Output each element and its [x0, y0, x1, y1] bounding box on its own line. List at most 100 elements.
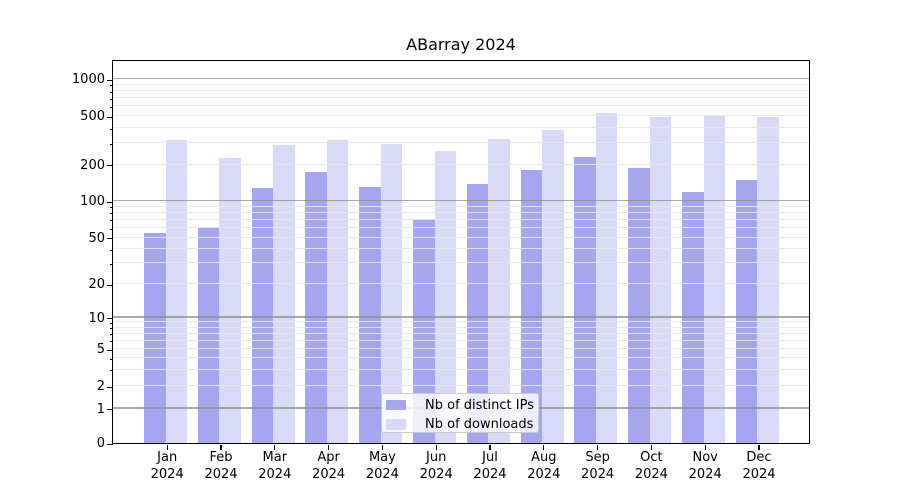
- bar-downloads-jan: [165, 139, 187, 443]
- y-minor-tick-mark: [109, 106, 114, 108]
- bar-distinct-ips-feb: [197, 226, 220, 443]
- y-minor-tick-mark: [109, 370, 114, 372]
- bar-distinct-ips-mar: [251, 187, 274, 443]
- y-gridline-minor: [112, 97, 809, 99]
- y-minor-tick-mark: [109, 249, 114, 251]
- x-tick-mark: [543, 445, 545, 450]
- y-minor-tick-mark: [109, 334, 114, 336]
- y-tick-mark: [107, 409, 114, 411]
- y-gridline-minor: [112, 332, 809, 334]
- x-tick-label: Oct 2024: [634, 450, 668, 482]
- bar-distinct-ips-jan: [144, 232, 166, 443]
- y-gridline-minor: [112, 142, 809, 144]
- y-gridline-minor: [112, 247, 809, 249]
- y-tick-mark: [107, 284, 114, 286]
- y-gridline-minor: [112, 89, 809, 91]
- plot-area: [111, 59, 810, 444]
- y-tick-label: 50: [88, 230, 105, 246]
- y-minor-tick-mark: [109, 322, 114, 324]
- y-minor-tick-mark: [109, 91, 114, 93]
- y-gridline-minor: [112, 205, 809, 207]
- y-tick-mark: [107, 349, 114, 351]
- bar-distinct-ips-apr: [305, 171, 327, 443]
- y-gridline-minor: [112, 236, 809, 238]
- x-tick-label: Jul 2024: [473, 450, 507, 482]
- y-tick-mark: [107, 116, 114, 118]
- bar-distinct-ips-may: [359, 187, 381, 443]
- bar-downloads-apr: [326, 140, 349, 443]
- legend-swatch-distinct-ips: [385, 399, 406, 411]
- x-tick-label: Apr 2024: [312, 450, 346, 482]
- x-tick-label: May 2024: [365, 450, 399, 482]
- y-gridline-minor: [112, 321, 809, 323]
- y-gridline-minor: [112, 126, 809, 128]
- y-minor-tick-mark: [109, 358, 114, 360]
- bar-distinct-ips-oct: [628, 168, 650, 443]
- bar-downloads-feb: [219, 158, 241, 443]
- x-tick-label: Nov 2024: [688, 450, 722, 482]
- y-gridline-minor: [112, 326, 809, 328]
- x-tick-mark: [435, 445, 437, 450]
- y-tick-mark: [107, 79, 114, 81]
- y-tick-label: 500: [80, 109, 105, 125]
- y-minor-tick-mark: [109, 98, 114, 100]
- x-tick-mark: [327, 445, 330, 450]
- y-tick-label: 1000: [71, 72, 105, 88]
- y-gridline-minor: [112, 368, 809, 370]
- x-tick-label: Aug 2024: [527, 450, 561, 482]
- x-tick-mark: [650, 445, 653, 450]
- bar-downloads-sep: [595, 112, 618, 443]
- y-gridline-major: [112, 199, 809, 202]
- bar-distinct-ips-aug: [520, 170, 543, 443]
- y-minor-tick-mark: [109, 220, 114, 222]
- y-gridline-minor: [112, 385, 809, 386]
- y-tick-mark: [107, 238, 114, 240]
- bar-distinct-ips-sep: [574, 156, 596, 443]
- y-tick-label: 5: [96, 342, 105, 358]
- x-tick-label: Jun 2024: [419, 450, 453, 482]
- bar-distinct-ips-jun: [413, 218, 435, 443]
- y-minor-tick-mark: [109, 213, 114, 215]
- y-gridline-minor: [112, 115, 809, 116]
- legend: Nb of distinct IPs Nb of downloads: [380, 392, 539, 433]
- y-gridline-minor: [112, 348, 809, 349]
- x-tick-label: Dec 2024: [742, 450, 776, 482]
- y-gridline-minor: [112, 211, 809, 213]
- x-tick-label: Sep 2024: [581, 450, 615, 482]
- y-minor-tick-mark: [109, 328, 114, 330]
- y-minor-tick-mark: [109, 341, 114, 343]
- y-gridline-minor: [112, 163, 809, 165]
- bar-downloads-aug: [542, 130, 564, 443]
- x-tick-label: Mar 2024: [258, 450, 292, 482]
- y-tick-label: 200: [80, 157, 105, 173]
- y-gridline-major: [112, 77, 809, 80]
- x-tick-mark: [166, 445, 168, 450]
- y-tick-label: 0: [96, 436, 105, 452]
- y-tick-mark: [107, 443, 114, 445]
- bar-downloads-nov: [703, 114, 725, 443]
- y-minor-tick-mark: [109, 207, 114, 209]
- y-minor-tick-mark: [109, 128, 114, 130]
- legend-entry-downloads: Nb of downloads: [385, 416, 533, 433]
- x-tick-mark: [381, 445, 384, 450]
- legend-swatch-downloads: [385, 419, 406, 430]
- x-tick-mark: [758, 445, 760, 450]
- y-gridline-minor: [112, 357, 809, 358]
- y-minor-tick-mark: [109, 85, 114, 87]
- bar-downloads-mar: [273, 145, 295, 443]
- y-gridline-minor: [112, 83, 809, 85]
- y-gridline-minor: [112, 218, 809, 220]
- y-gridline-minor: [112, 283, 809, 284]
- y-gridline-major: [112, 316, 809, 318]
- x-tick-mark: [489, 445, 491, 450]
- y-gridline-minor: [112, 339, 809, 341]
- bar-downloads-jul: [488, 139, 510, 443]
- x-tick-mark: [596, 445, 599, 450]
- y-gridline-minor: [112, 105, 809, 107]
- y-tick-mark: [107, 318, 114, 320]
- y-tick-label: 1: [96, 401, 105, 417]
- y-gridline-minor: [112, 226, 809, 228]
- chart-title: ABarray 2024: [406, 35, 516, 54]
- x-tick-mark: [704, 445, 706, 450]
